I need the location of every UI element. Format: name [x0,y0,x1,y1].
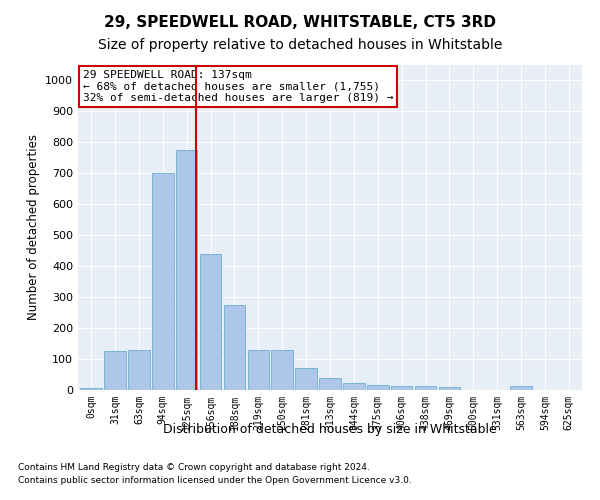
Bar [200,254,221,390]
Bar [152,174,173,390]
Text: Size of property relative to detached houses in Whitstable: Size of property relative to detached ho… [98,38,502,52]
Text: Distribution of detached houses by size in Whitstable: Distribution of detached houses by size … [163,422,497,436]
Bar [104,352,126,390]
Bar [224,305,245,390]
Text: Contains public sector information licensed under the Open Government Licence v3: Contains public sector information licen… [18,476,412,485]
Bar [391,386,412,390]
Bar [343,383,365,390]
Bar [248,350,269,390]
Bar [295,368,317,390]
Bar [439,387,460,390]
Bar [176,150,197,390]
Bar [415,386,436,390]
Bar [271,350,293,390]
Bar [367,386,389,390]
Text: 29, SPEEDWELL ROAD, WHITSTABLE, CT5 3RD: 29, SPEEDWELL ROAD, WHITSTABLE, CT5 3RD [104,15,496,30]
Text: Contains HM Land Registry data © Crown copyright and database right 2024.: Contains HM Land Registry data © Crown c… [18,464,370,472]
Y-axis label: Number of detached properties: Number of detached properties [26,134,40,320]
Text: 29 SPEEDWELL ROAD: 137sqm
← 68% of detached houses are smaller (1,755)
32% of se: 29 SPEEDWELL ROAD: 137sqm ← 68% of detac… [83,70,394,103]
Bar [319,378,341,390]
Bar [80,388,102,390]
Bar [128,350,149,390]
Bar [511,386,532,390]
